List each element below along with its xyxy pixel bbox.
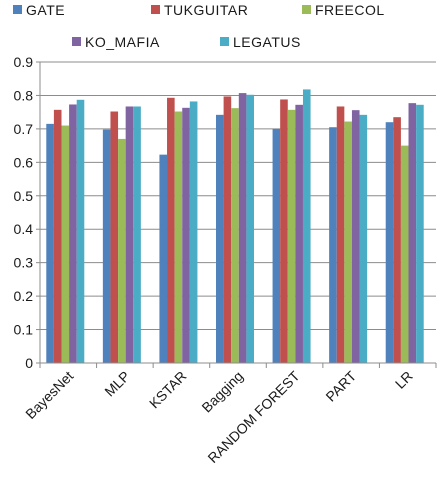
bar-ko-mafia-mlp (125, 106, 134, 363)
bar-ko-mafia-random-forest (295, 104, 303, 363)
bar-gate-kstar (159, 154, 168, 363)
legend-label-legatus: LEGATUS (233, 34, 301, 50)
bar-legatus-lr (416, 104, 424, 363)
legend-swatch-tukguitar (151, 5, 160, 14)
bar-legatus-mlp (133, 106, 141, 363)
x-category-label-kstar: KSTAR (146, 368, 190, 412)
bar-tukguitar-bayesnet (53, 109, 62, 363)
bar-gate-bayesnet (46, 123, 54, 364)
y-tick-label: 0.3 (14, 255, 34, 271)
x-category-label-bagging: Bagging (198, 368, 246, 416)
legend-swatch-legatus (220, 37, 229, 46)
bar-freecol-bagging (231, 108, 239, 364)
legend-label-ko-mafia: KO_MAFIA (85, 34, 160, 50)
bar-tukguitar-kstar (167, 97, 175, 363)
legend-swatch-freecol (302, 5, 311, 14)
bar-ko-mafia-bayesnet (69, 104, 77, 363)
bar-ko-mafia-bagging (238, 93, 247, 363)
bar-freecol-bayesnet (61, 125, 70, 363)
bar-legatus-bagging (246, 94, 254, 363)
bar-ko-mafia-part (351, 110, 360, 363)
y-tick-label: 0.1 (14, 322, 34, 338)
legend-label-freecol: FREECOL (315, 2, 385, 18)
legend-label-gate: GATE (26, 2, 65, 18)
bar-freecol-lr (400, 145, 409, 363)
bar-freecol-mlp (118, 138, 126, 363)
bar-ko-mafia-lr (408, 103, 417, 363)
x-category-label-mlp: MLP (101, 368, 133, 400)
bar-legatus-kstar (189, 101, 198, 364)
x-category-label-bayesnet: BayesNet (22, 368, 76, 422)
x-category-label-part: PART (322, 367, 359, 404)
y-tick-label: 0.9 (14, 54, 34, 70)
legend-swatch-ko-mafia (72, 37, 81, 46)
bar-tukguitar-lr (393, 117, 401, 364)
y-tick-label: 0.8 (14, 87, 34, 103)
x-category-label-lr: LR (392, 368, 416, 392)
y-tick-label: 0.6 (14, 154, 34, 170)
bar-legatus-bayesnet (76, 99, 85, 363)
bar-freecol-kstar (174, 111, 183, 363)
y-axis: 0 0.1 0.2 0.3 0.4 0.5 0.6 0.7 0.8 0.9 (14, 54, 41, 371)
bars (46, 89, 424, 364)
bar-legatus-part (359, 114, 368, 363)
bar-tukguitar-part (336, 106, 345, 363)
y-tick-label: 0.5 (14, 188, 34, 204)
bar-gate-mlp (102, 129, 111, 363)
bar-gate-lr (385, 122, 394, 363)
bar-tukguitar-mlp (110, 111, 119, 363)
bar-freecol-random-forest (287, 109, 296, 363)
bar-gate-random-forest (272, 128, 281, 363)
y-tick-label: 0 (25, 355, 33, 371)
legend: GATE TUKGUITAR FREECOL KO_MAFIA LEGATUS (13, 2, 385, 50)
bar-gate-bagging (216, 114, 224, 363)
y-tick-label: 0.7 (14, 121, 34, 137)
bar-tukguitar-bagging (223, 96, 232, 363)
bar-tukguitar-random-forest (280, 99, 288, 364)
y-tick-label: 0.4 (14, 221, 34, 237)
bar-gate-part (329, 127, 337, 363)
bar-legatus-random-forest (302, 89, 311, 364)
bar-freecol-part (344, 121, 352, 363)
legend-swatch-gate (13, 5, 22, 14)
y-tick-label: 0.2 (14, 288, 34, 304)
bar-ko-mafia-kstar (182, 107, 190, 363)
legend-label-tukguitar: TUKGUITAR (164, 2, 248, 18)
